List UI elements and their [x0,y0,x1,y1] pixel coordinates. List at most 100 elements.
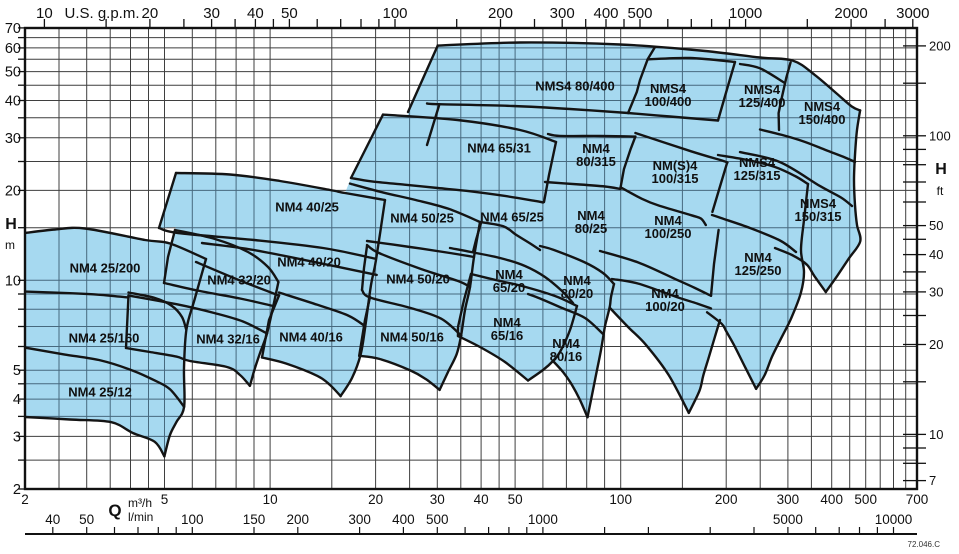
svg-text:NMS4: NMS4 [800,196,837,211]
svg-text:NM4: NM4 [495,267,523,282]
svg-text:ft: ft [937,184,944,198]
svg-text:150/315: 150/315 [795,209,842,224]
svg-text:70: 70 [5,21,21,37]
svg-text:40: 40 [474,492,489,507]
svg-text:10: 10 [263,492,278,507]
svg-text:1000: 1000 [528,512,558,527]
svg-text:80/25: 80/25 [575,221,608,236]
svg-text:NM4 25/200: NM4 25/200 [70,261,141,276]
svg-text:10000: 10000 [875,512,913,527]
svg-text:NM4 32/16: NM4 32/16 [196,332,260,347]
svg-text:40: 40 [45,512,60,527]
svg-text:400: 400 [392,512,415,527]
svg-text:65/16: 65/16 [491,328,524,343]
svg-text:200: 200 [488,5,513,22]
svg-text:3000: 3000 [896,5,929,22]
svg-text:30: 30 [929,284,943,299]
svg-text:U.S. g.p.m.: U.S. g.p.m. [64,5,139,22]
svg-text:5: 5 [13,363,21,379]
svg-text:10: 10 [36,5,53,22]
svg-text:NM(S)4: NM(S)4 [653,158,699,173]
svg-text:H: H [935,161,947,178]
svg-text:NMS4: NMS4 [804,99,841,114]
svg-text:10: 10 [5,273,21,289]
svg-text:200: 200 [929,38,951,53]
svg-text:100/250: 100/250 [645,226,692,241]
svg-text:30: 30 [5,131,21,147]
svg-text:NMS4: NMS4 [739,155,776,170]
svg-text:50: 50 [929,218,943,233]
svg-text:100: 100 [382,5,407,22]
svg-text:125/400: 125/400 [739,95,786,110]
svg-text:65/20: 65/20 [493,280,526,295]
svg-text:30: 30 [430,492,445,507]
svg-text:40: 40 [5,94,21,110]
svg-text:NM4 40/25: NM4 40/25 [275,200,339,215]
svg-text:4: 4 [13,392,21,408]
svg-text:NM4: NM4 [493,315,521,330]
svg-text:50: 50 [79,512,94,527]
svg-text:400: 400 [593,5,618,22]
svg-text:10: 10 [929,427,943,442]
svg-text:Q: Q [108,501,121,520]
svg-text:20: 20 [5,183,21,199]
svg-text:500: 500 [426,512,449,527]
svg-text:NM4 25/12: NM4 25/12 [68,385,132,400]
svg-text:60: 60 [5,41,21,57]
svg-text:l/min: l/min [128,510,153,524]
svg-text:NM4: NM4 [563,273,591,288]
svg-text:m³/h: m³/h [128,496,152,510]
svg-text:7: 7 [929,473,936,488]
svg-text:300: 300 [777,492,800,507]
svg-text:400: 400 [820,492,843,507]
svg-text:50: 50 [508,492,523,507]
svg-text:40: 40 [247,5,264,22]
svg-text:NM4 50/20: NM4 50/20 [386,272,450,287]
svg-text:NM4 65/25: NM4 65/25 [480,210,544,225]
svg-text:100: 100 [609,492,632,507]
svg-text:NM4 50/25: NM4 50/25 [390,211,454,226]
svg-text:NM4 25/160: NM4 25/160 [69,331,140,346]
svg-text:NM4: NM4 [651,286,679,301]
svg-text:500: 500 [627,5,652,22]
svg-text:300: 300 [348,512,371,527]
svg-text:NM4: NM4 [552,336,580,351]
svg-text:80/315: 80/315 [576,154,616,169]
svg-text:1000: 1000 [729,5,762,22]
svg-text:m: m [5,238,15,252]
svg-text:100/400: 100/400 [645,94,692,109]
svg-text:150/400: 150/400 [799,112,846,127]
svg-text:80/16: 80/16 [550,349,583,364]
svg-text:NMS4: NMS4 [744,82,781,97]
svg-text:NM4: NM4 [582,141,610,156]
svg-text:NM4 32/20: NM4 32/20 [207,273,271,288]
svg-text:100/20: 100/20 [645,299,685,314]
svg-text:NM4 40/16: NM4 40/16 [279,330,343,345]
svg-text:NM4 50/16: NM4 50/16 [380,330,444,345]
svg-text:NM4 65/31: NM4 65/31 [467,141,531,156]
svg-text:2: 2 [13,482,21,498]
svg-text:125/250: 125/250 [735,263,782,278]
svg-text:80/20: 80/20 [561,286,594,301]
svg-text:100: 100 [929,128,951,143]
svg-text:NMS4: NMS4 [650,81,687,96]
svg-text:500: 500 [854,492,877,507]
svg-text:NMS4 80/400: NMS4 80/400 [535,79,615,94]
svg-text:150: 150 [243,512,266,527]
svg-text:40: 40 [929,247,943,262]
svg-text:125/315: 125/315 [734,168,781,183]
svg-text:NM4: NM4 [744,250,772,265]
svg-text:200: 200 [715,492,738,507]
svg-text:200: 200 [287,512,310,527]
svg-text:20: 20 [929,337,943,352]
svg-text:20: 20 [368,492,383,507]
svg-text:NM4: NM4 [654,213,682,228]
svg-text:H: H [5,216,17,233]
svg-text:NM4 40/20: NM4 40/20 [277,255,341,270]
svg-text:50: 50 [5,65,21,81]
svg-text:5: 5 [161,492,169,507]
svg-text:300: 300 [550,5,575,22]
svg-text:5000: 5000 [773,512,803,527]
svg-text:700: 700 [906,492,929,507]
svg-text:20: 20 [142,5,159,22]
